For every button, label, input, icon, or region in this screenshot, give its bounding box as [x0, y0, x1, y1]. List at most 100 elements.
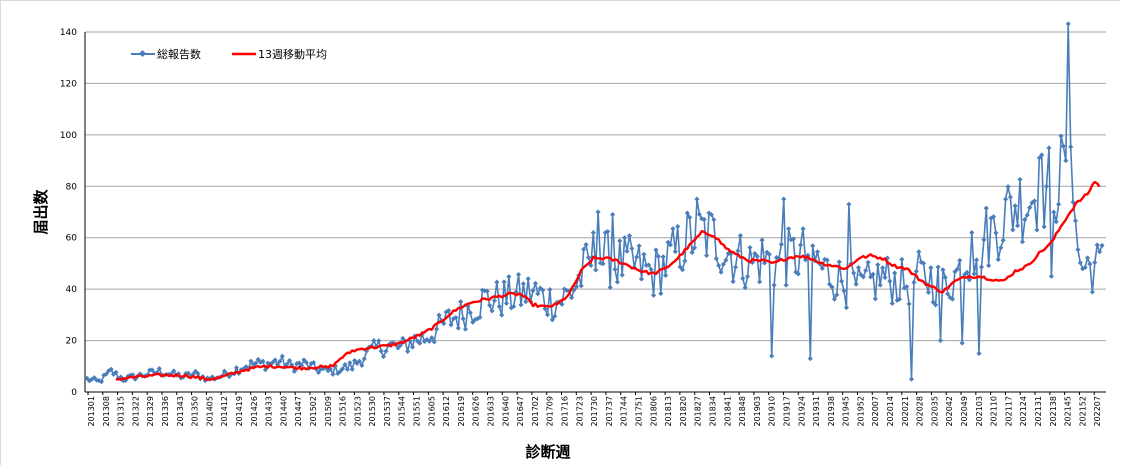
x-tick-label: 201537	[383, 396, 392, 427]
x-tick-label: 201751	[634, 396, 643, 427]
x-tick-label: 201343	[176, 396, 185, 427]
data-point	[462, 326, 469, 332]
x-tick-label: 201945	[842, 396, 851, 427]
data-point	[908, 376, 915, 382]
data-point	[1043, 183, 1050, 189]
series-moving-average	[115, 180, 1101, 382]
data-point	[496, 303, 502, 310]
data-point	[740, 275, 746, 282]
data-point	[824, 257, 830, 263]
data-point	[766, 251, 772, 257]
data-point	[383, 348, 389, 354]
data-point	[663, 272, 669, 278]
x-tick-label: 201709	[546, 396, 555, 427]
data-point	[930, 299, 936, 305]
data-point	[957, 257, 963, 263]
data-point	[1087, 261, 1093, 267]
data-point	[641, 251, 647, 257]
data-point	[853, 281, 859, 287]
x-tick-label: 201412	[220, 396, 229, 427]
data-point	[880, 265, 886, 271]
x-tick-label: 201433	[265, 396, 274, 427]
data-point	[778, 241, 784, 247]
x-tick-label: 201315	[117, 396, 126, 427]
x-tick-label: 202035	[930, 396, 939, 427]
data-point	[279, 353, 285, 359]
data-point	[981, 237, 987, 243]
data-point	[667, 242, 673, 248]
data-point	[819, 265, 825, 271]
x-tick-label: 202124	[1019, 396, 1028, 427]
data-point	[571, 287, 577, 293]
y-tick-label: 140	[60, 28, 77, 38]
data-point	[585, 254, 592, 261]
x-tick-label: 201530	[368, 396, 377, 427]
data-point	[518, 302, 524, 308]
x-tick-label: 201820	[679, 396, 688, 427]
data-point	[477, 314, 483, 320]
data-point	[1099, 242, 1105, 249]
data-point	[171, 368, 177, 374]
x-tick-label: 201405	[205, 396, 214, 427]
data-point	[559, 301, 565, 307]
data-point	[552, 313, 558, 319]
data-point	[877, 282, 883, 288]
data-point	[516, 271, 522, 278]
data-point	[600, 261, 606, 267]
data-point	[499, 312, 505, 318]
x-tick-label: 201509	[324, 396, 333, 427]
data-point	[747, 244, 753, 251]
data-point	[978, 264, 985, 270]
data-point	[291, 368, 297, 374]
data-point	[638, 276, 645, 282]
data-point	[344, 366, 350, 372]
data-point	[757, 279, 763, 285]
data-point	[1058, 133, 1064, 139]
x-tick-label: 201716	[561, 396, 570, 427]
data-point	[882, 274, 888, 281]
data-point	[429, 335, 435, 341]
data-point	[535, 291, 541, 297]
data-point	[356, 358, 362, 364]
x-tick-label: 201903	[753, 396, 762, 427]
data-point	[455, 325, 461, 331]
data-point	[742, 285, 748, 291]
x-tick-label: 202014	[886, 396, 895, 427]
data-point	[732, 264, 739, 270]
data-point	[431, 339, 437, 345]
data-point	[990, 214, 997, 220]
data-point	[843, 305, 850, 311]
data-point	[976, 350, 982, 356]
data-point	[378, 348, 384, 354]
data-point	[798, 242, 804, 248]
y-tick-label: 0	[71, 388, 77, 398]
data-point	[540, 287, 546, 293]
data-point	[624, 248, 630, 254]
data-point	[1051, 209, 1057, 215]
data-point	[814, 249, 821, 255]
x-tick-label: 201419	[235, 396, 244, 427]
x-tick-label: 201523	[353, 396, 362, 427]
x-tick-label: 201612	[442, 396, 451, 427]
data-point	[619, 272, 625, 278]
y-axis-ticks: 0 20 40 60 80 100 120 140	[60, 28, 77, 398]
data-point	[875, 262, 881, 268]
data-point	[911, 279, 917, 285]
x-tick-label: 201931	[812, 396, 821, 427]
data-point	[653, 247, 659, 253]
data-point	[376, 338, 382, 344]
x-tick-label: 201626	[472, 396, 481, 427]
data-point	[993, 230, 999, 236]
x-tick-label: 201848	[738, 396, 747, 427]
data-point	[942, 274, 948, 280]
data-point	[634, 254, 640, 260]
data-point	[460, 316, 466, 322]
x-tick-label: 202152	[1078, 396, 1087, 427]
data-point	[1068, 144, 1074, 150]
data-point	[945, 291, 951, 297]
data-point	[810, 243, 816, 249]
data-point	[436, 312, 442, 318]
data-point	[590, 230, 596, 236]
data-point	[735, 248, 741, 254]
data-point	[983, 205, 989, 211]
